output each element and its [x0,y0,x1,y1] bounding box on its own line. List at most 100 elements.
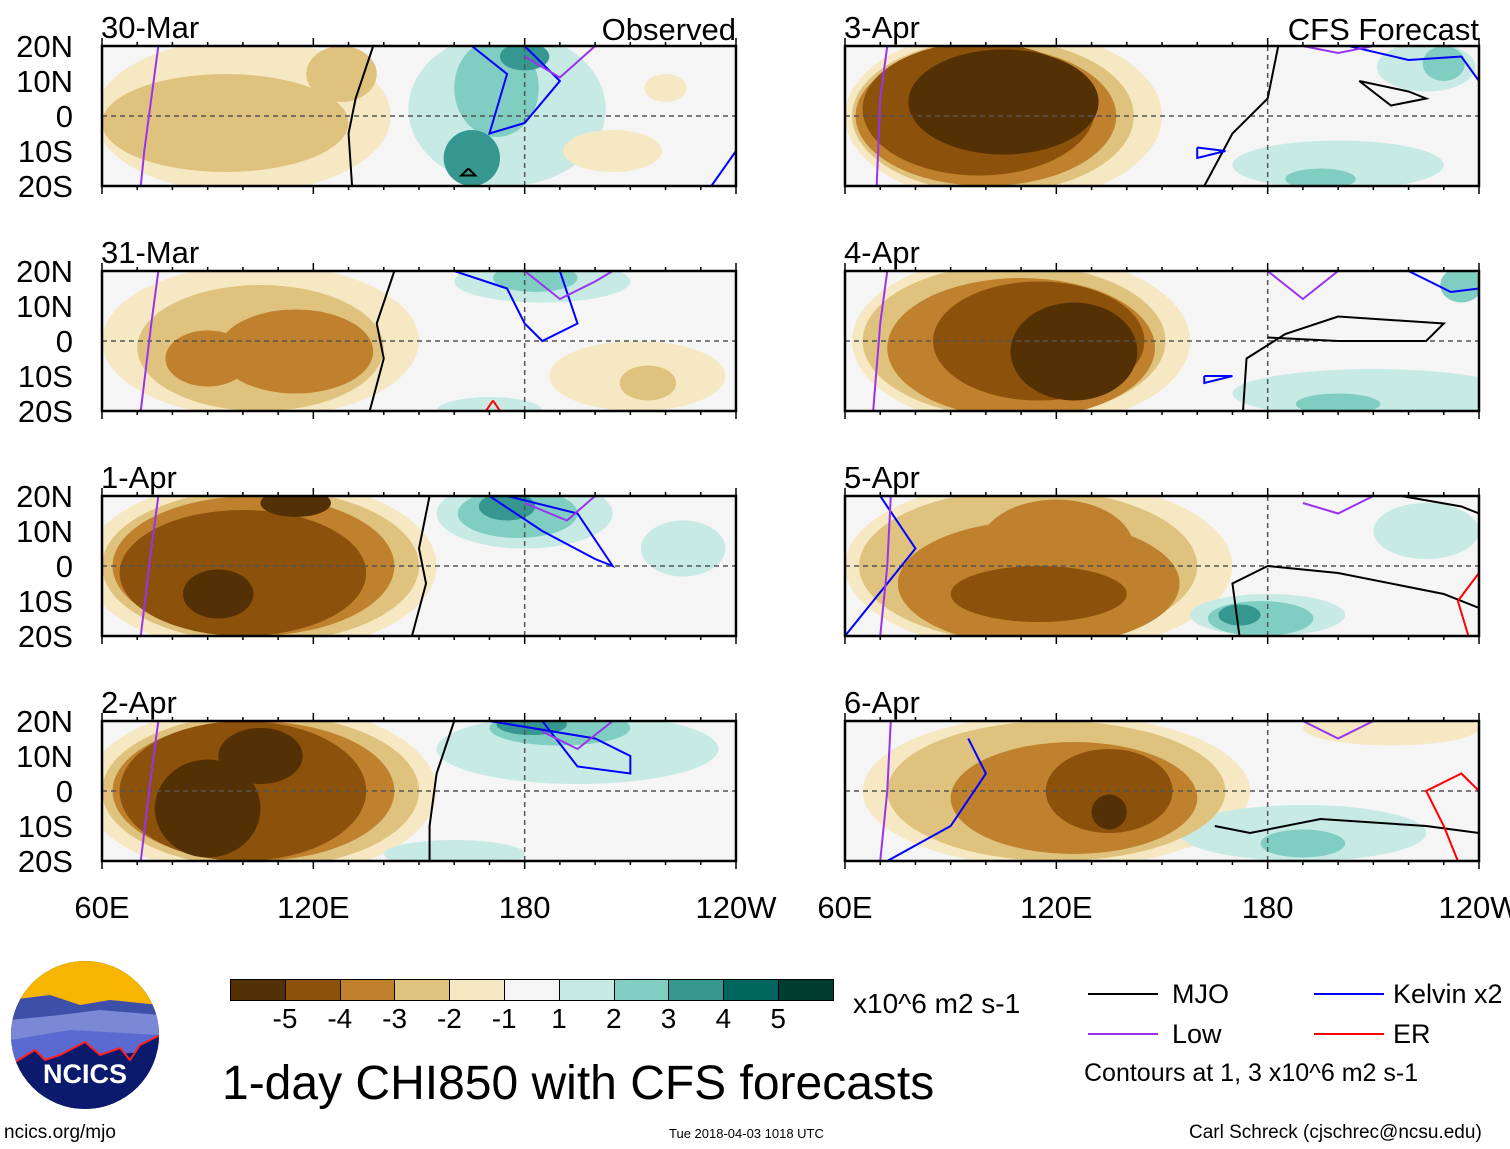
panel-date: 6-Apr [844,685,920,720]
er-contour [1456,572,1479,636]
anomaly-region [1422,46,1465,81]
site-link[interactable]: ncics.org/mjo [4,1122,116,1143]
lat-tick-label: 0 [56,324,73,359]
anomaly-region [950,566,1127,622]
low-contour [1267,271,1339,301]
lat-tick-label: 10N [16,739,73,774]
low-contour [139,46,160,186]
anomaly-region [306,46,377,102]
timestamp: Tue 2018-04-03 1018 UTC [669,1126,824,1141]
kelvin-contour [845,496,917,636]
lat-tick-label: 10N [16,64,73,99]
colorbar-swatch [504,979,560,1001]
map-panel-6-Apr: 6-Apr 60E 120E 180 120W [817,685,1510,925]
legend-line-mjo [1088,993,1158,995]
anomaly-region [1232,369,1479,411]
map-panel-4-Apr: 4-Apr [843,235,1481,419]
mjo-contour [368,271,396,411]
panel-date: 31-Mar [101,235,199,270]
anomaly-region [1285,168,1356,186]
anomaly-region [644,74,687,102]
anomaly-region [1260,829,1346,858]
anomaly-region [1302,721,1479,746]
low-contour [875,46,889,186]
colorbar-swatch [613,979,670,1001]
colorbar-swatch [558,979,615,1001]
mjo-contour [1203,46,1280,186]
logo-text: NCICS [43,1059,127,1089]
units-label: x10^6 m2 s-1 [853,988,1021,1019]
low-contour [1302,46,1374,55]
lon-tick-label: 120W [1439,890,1510,925]
low-contour [524,46,596,79]
kelvin-contour [1203,375,1233,385]
low-contour [879,496,892,636]
anomaly-region [383,840,525,861]
mjo-contour [1242,315,1447,411]
lat-tick-label: 10S [18,809,73,844]
colorbar-label: -5 [272,1003,298,1034]
lat-tick-label: 20S [18,394,73,429]
lat-tick-label: 10S [18,584,73,619]
mjo-contour [1358,80,1430,107]
colorbar-swatch [668,979,725,1001]
kelvin-contour [1408,271,1479,294]
panel-date: 4-Apr [844,235,920,270]
lon-tick-label: 60E [817,890,872,925]
anomaly-region [640,520,726,577]
lat-tick-label: 0 [56,774,73,809]
kelvin-contour [710,150,736,186]
legend-line-low [1088,1033,1158,1035]
panel-label: Observed [602,12,736,47]
mjo-contour [458,167,478,177]
colorbar-label: 2 [606,1003,622,1034]
mjo-contour [347,46,375,186]
anomaly-region [165,330,250,387]
colorbar-label: -1 [491,1003,517,1034]
low-contour [879,721,892,861]
panel-label: CFS Forecast [1288,12,1480,47]
lat-tick-label: 20N [16,29,73,64]
panel-fill [845,721,1479,861]
lat-tick-label: 0 [56,549,73,584]
low-contour [139,496,160,636]
panel-fill [102,271,736,411]
lat-tick-label: 20S [18,169,73,204]
anomaly-region [1295,393,1381,411]
lat-tick-label: 10S [18,359,73,394]
anomaly-region [102,74,349,172]
lon-tick-label: 120E [277,890,349,925]
low-contour [524,496,596,522]
lat-tick-label: 10N [16,514,73,549]
legend-line-er [1314,1033,1384,1035]
low-contour [139,721,160,861]
anomaly-region [218,728,303,784]
anomaly-region [619,365,677,401]
anomaly-region [183,569,254,619]
kelvin-contour [1196,146,1226,160]
anomaly-region [218,309,374,394]
lat-tick-label: 20N [16,254,73,289]
lon-tick-label: 180 [1242,890,1294,925]
er-contour [484,399,502,411]
low-contour [1302,496,1374,515]
lat-tick-label: 20S [18,619,73,654]
panel-date: 5-Apr [844,460,920,495]
lat-tick-label: 20N [16,479,73,514]
legend-label-kelvin: Kelvin x2 [1393,979,1503,1009]
kelvin-contour [489,721,632,775]
lon-tick-label: 120W [696,890,778,925]
map-panel-3-Apr: 3-Apr CFS Forecast [843,10,1481,194]
kelvin-contour [488,496,616,569]
chart-title: 1-day CHI850 with CFS forecasts [222,1057,935,1110]
legend-line-kelvin [1314,993,1384,995]
lat-tick-label: 20N [16,704,73,739]
anomaly-region [1373,503,1479,559]
colorbar-label: 4 [715,1003,732,1034]
panel-date: 30-Mar [101,10,199,45]
